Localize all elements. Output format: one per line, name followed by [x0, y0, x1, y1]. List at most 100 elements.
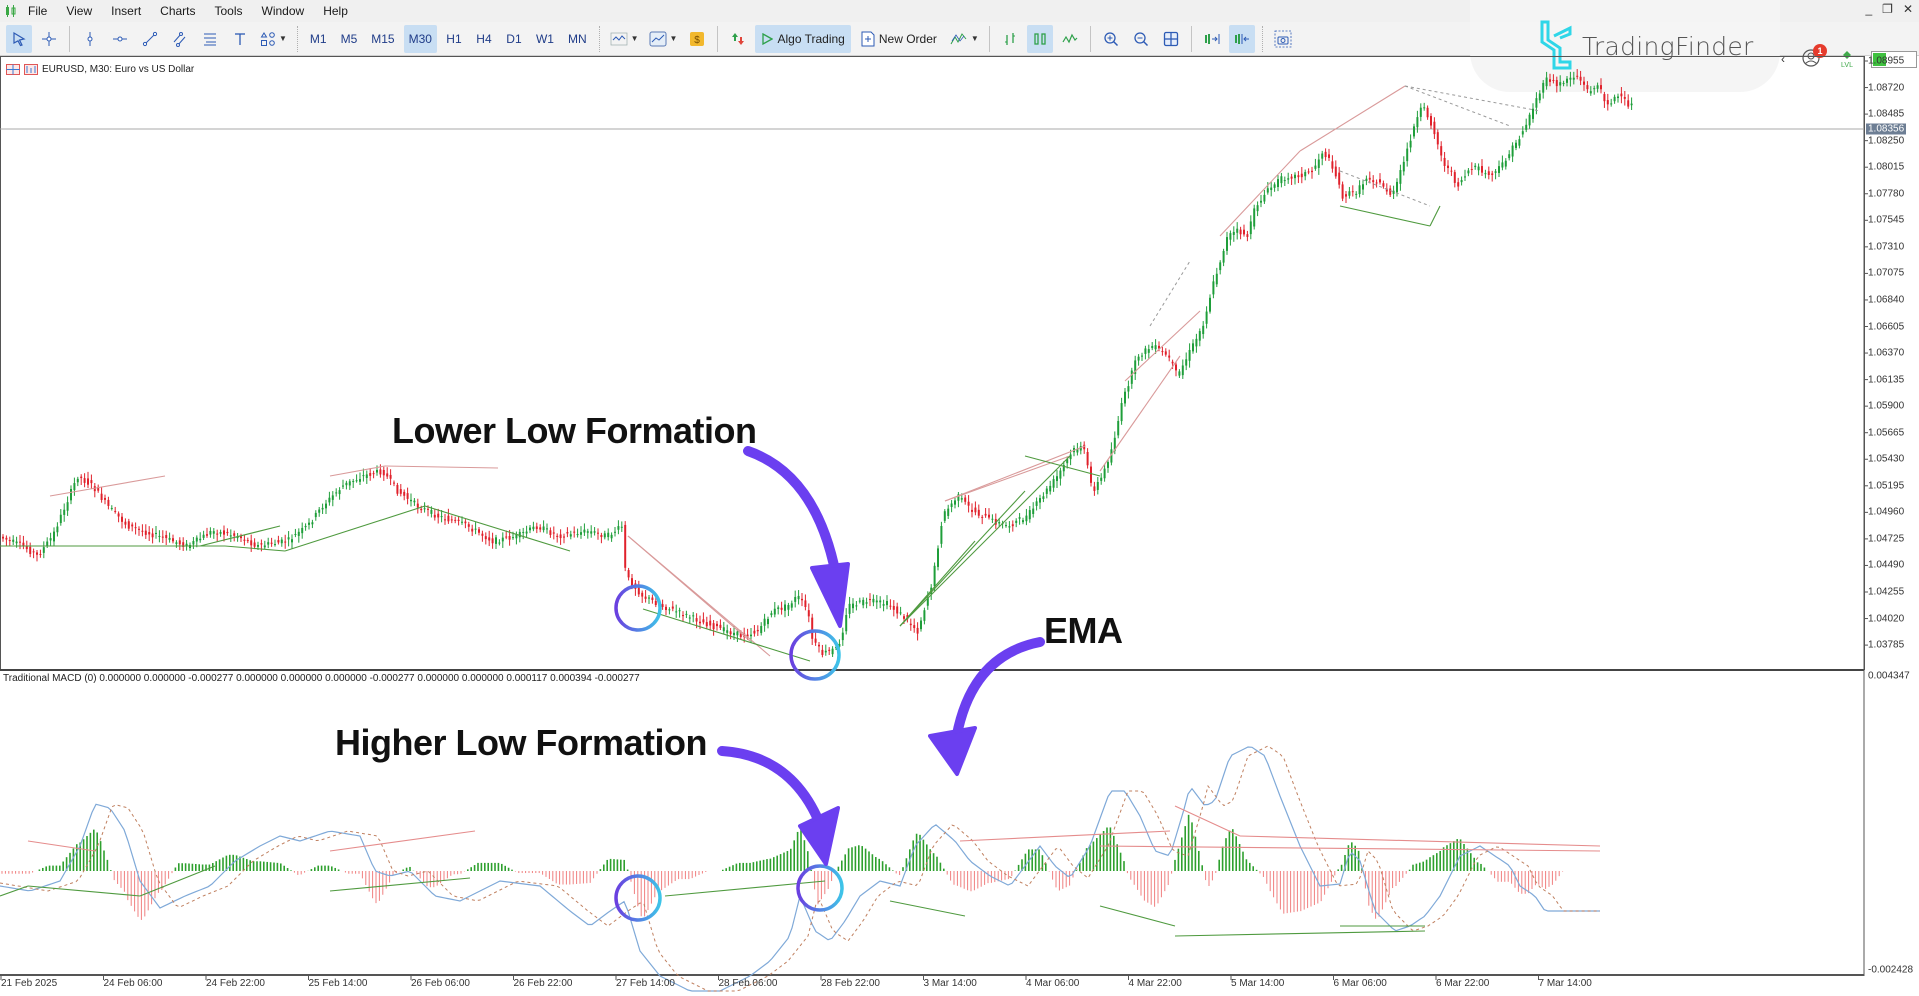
price-tick: 1.06840 — [1868, 294, 1905, 306]
highlight-circle-annotation — [796, 864, 844, 912]
notification-badge: 1 — [1813, 44, 1827, 58]
candlestick-chart-button[interactable] — [1026, 24, 1053, 53]
toolbar-separator — [69, 25, 70, 52]
line-chart-button[interactable] — [1057, 25, 1083, 53]
brand-name: TradingFinder — [1582, 31, 1754, 61]
price-tick: 1.05900 — [1868, 400, 1905, 412]
support-line — [284, 505, 426, 552]
timeframe-mn[interactable]: MN — [567, 31, 587, 46]
chart-shift-button[interactable] — [1228, 24, 1255, 53]
macd-axis-top: 0.004347 — [1868, 670, 1910, 682]
algo-trading-button[interactable]: Algo Trading — [755, 24, 851, 53]
support-line — [899, 455, 1071, 627]
minimize-button[interactable]: _ — [1865, 2, 1873, 16]
price-tick: 1.04020 — [1868, 613, 1905, 625]
signal-wave-icon — [950, 32, 967, 44]
resistance-line — [49, 475, 166, 497]
vertical-line-button[interactable] — [77, 25, 103, 53]
fibonacci-button[interactable] — [197, 25, 223, 53]
price-tick: 1.05195 — [1868, 480, 1905, 492]
menu-file[interactable]: File — [28, 4, 48, 18]
indicators-button[interactable]: ▼ — [607, 25, 642, 53]
resistance-line — [627, 535, 751, 642]
support-line — [224, 545, 286, 552]
menu-tools[interactable]: Tools — [214, 4, 243, 18]
timeframe-m30[interactable]: M30 — [403, 24, 437, 53]
new-order-button[interactable]: New Order — [855, 25, 943, 53]
trendline-icon — [142, 31, 158, 46]
templates-button[interactable]: ▼ — [646, 25, 681, 53]
close-button[interactable]: ✕ — [1902, 2, 1913, 16]
support-line — [642, 608, 811, 662]
arrow-annotation — [743, 446, 843, 591]
support-line — [899, 490, 1026, 627]
price-chart-canvas[interactable] — [0, 56, 1919, 996]
timeframe-m5[interactable]: M5 — [340, 31, 358, 46]
market-button[interactable]: $ — [684, 25, 710, 53]
tile-windows-button[interactable] — [1158, 25, 1184, 53]
screenshot-button[interactable] — [1270, 25, 1296, 53]
time-tick: 7 Mar 14:00 — [1538, 978, 1592, 989]
chevron-down-icon: ▼ — [279, 34, 287, 43]
menu-view[interactable]: View — [66, 4, 93, 18]
time-tick: 26 Feb 06:00 — [411, 978, 470, 989]
price-tick: 1.08015 — [1868, 161, 1905, 173]
horizontal-line-button[interactable] — [107, 25, 133, 53]
price-tick: 1.07310 — [1868, 241, 1905, 253]
menu-charts[interactable]: Charts — [160, 4, 196, 18]
one-click-trading-button[interactable] — [725, 25, 751, 53]
text-icon — [235, 32, 245, 45]
camera-icon — [1274, 30, 1292, 47]
bar-chart-icon — [1004, 32, 1015, 45]
highlight-circle-annotation — [614, 874, 662, 922]
connection-level — [1873, 52, 1886, 66]
arrow-annotation — [950, 637, 1045, 751]
timeframe-d1[interactable]: D1 — [506, 31, 522, 46]
resistance-line — [944, 455, 1071, 502]
buy-sell-arrows-icon — [732, 32, 745, 45]
ema-annotation: EMA — [1044, 610, 1123, 651]
signals-button[interactable]: ▼ — [947, 25, 982, 53]
resistance-line — [329, 465, 386, 477]
support-line — [424, 505, 571, 552]
new-order-icon — [861, 31, 875, 46]
account-button[interactable]: 1 — [1801, 44, 1827, 70]
fibonacci-icon — [204, 33, 216, 45]
crosshair-tool-button[interactable] — [36, 25, 62, 53]
menu-help[interactable]: Help — [323, 4, 348, 18]
autoscroll-button[interactable] — [1199, 25, 1225, 53]
zoom-in-button[interactable] — [1098, 25, 1124, 53]
cursor-tool-button[interactable] — [6, 24, 32, 53]
time-tick: 6 Mar 22:00 — [1436, 978, 1490, 989]
time-tick: 26 Feb 22:00 — [513, 978, 573, 989]
timeframe-w1[interactable]: W1 — [535, 31, 554, 46]
chevron-down-icon: ▼ — [630, 34, 639, 43]
tradingfinder-watermark: TradingFinder — [1470, 0, 1780, 92]
menu-window[interactable]: Window — [261, 4, 305, 18]
timeframe-m15[interactable]: M15 — [371, 31, 395, 46]
shapes-button[interactable]: ▼ — [257, 25, 290, 53]
timeframe-h1[interactable]: H1 — [446, 31, 462, 46]
chart-window[interactable]: EURUSD, M30: Euro vs US Dollar 1.08955 1.… — [0, 56, 1919, 996]
channel-button[interactable] — [167, 25, 193, 53]
time-tick: 28 Feb 22:00 — [821, 978, 880, 989]
trendline-button[interactable] — [137, 25, 163, 53]
timeframe-h4[interactable]: H4 — [476, 31, 492, 46]
autoscroll-icon — [1204, 33, 1220, 44]
status-area: ‹ 1 LVL — [1781, 44, 1917, 70]
toolbar-separator — [717, 25, 719, 52]
connection-status-bar[interactable] — [1871, 50, 1917, 68]
channel-icon — [173, 31, 186, 47]
toolbar-separator — [296, 25, 298, 52]
app-logo-icon — [0, 0, 22, 22]
current-price-label: 1.08356 — [1866, 123, 1907, 135]
zoom-out-button[interactable] — [1128, 25, 1154, 53]
price-tick: 1.06370 — [1868, 347, 1905, 359]
collapse-chevron-icon[interactable]: ‹ — [1781, 52, 1785, 66]
restore-button[interactable]: ❐ — [1882, 2, 1893, 16]
bar-chart-button[interactable] — [997, 25, 1023, 53]
price-tick: 1.07780 — [1868, 188, 1905, 200]
text-tool-button[interactable] — [227, 25, 253, 53]
timeframe-m1[interactable]: M1 — [309, 31, 327, 46]
menu-insert[interactable]: Insert — [111, 4, 142, 18]
